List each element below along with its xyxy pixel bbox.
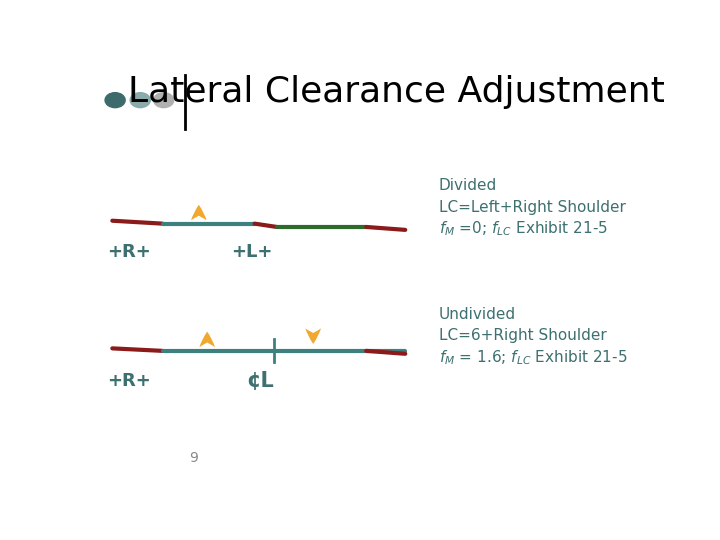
Text: LC=6+Right Shoulder: LC=6+Right Shoulder <box>438 328 606 343</box>
Text: +L+: +L+ <box>231 243 272 261</box>
Circle shape <box>130 93 150 107</box>
Text: ¢L: ¢L <box>246 371 274 391</box>
Circle shape <box>105 93 125 107</box>
Text: +R+: +R+ <box>107 372 151 390</box>
Text: 9: 9 <box>189 451 198 465</box>
Text: Undivided: Undivided <box>438 307 516 322</box>
Text: +R+: +R+ <box>107 243 151 261</box>
Text: LC=Left+Right Shoulder: LC=Left+Right Shoulder <box>438 199 626 214</box>
Text: Lateral Clearance Adjustment: Lateral Clearance Adjustment <box>128 75 665 109</box>
Text: $f_M$ = 1.6; $f_{LC}$ Exhibit 21-5: $f_M$ = 1.6; $f_{LC}$ Exhibit 21-5 <box>438 348 627 367</box>
Circle shape <box>153 93 174 107</box>
Text: $f_M$ =0; $f_{LC}$ Exhibit 21-5: $f_M$ =0; $f_{LC}$ Exhibit 21-5 <box>438 219 608 238</box>
Text: Divided: Divided <box>438 178 497 193</box>
